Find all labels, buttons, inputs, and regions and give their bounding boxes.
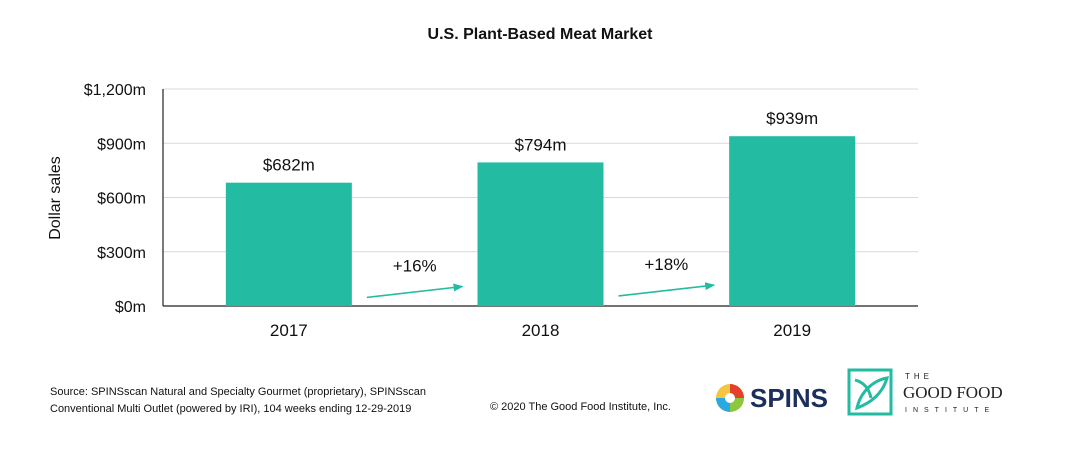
chart-title: U.S. Plant-Based Meat Market xyxy=(427,26,653,43)
y-tick-label: $0m xyxy=(115,299,146,316)
y-axis-label: Dollar sales xyxy=(47,156,64,240)
spins-logo-text: SPINS xyxy=(750,383,828,413)
growth-arrow xyxy=(618,282,716,297)
y-tick-label: $900m xyxy=(97,136,146,153)
growth-arrow xyxy=(366,283,464,299)
gfi-institute-text: INSTITUTE xyxy=(905,407,995,414)
gfi-name-text: GOOD FOOD xyxy=(903,383,1003,402)
x-tick-label: 2018 xyxy=(522,321,560,340)
growth-label: +16% xyxy=(393,257,437,276)
source-line-1: Source: SPINSscan Natural and Specialty … xyxy=(50,386,426,398)
growth-label: +18% xyxy=(644,255,688,274)
y-tick-label: $1,200m xyxy=(84,82,146,99)
copyright-text: © 2020 The Good Food Institute, Inc. xyxy=(490,401,671,413)
gfi-logo: THE GOOD FOOD INSTITUTE xyxy=(847,368,1003,416)
y-tick-label: $600m xyxy=(97,191,146,208)
data-label: $794m xyxy=(515,135,567,154)
x-tick-label: 2017 xyxy=(270,321,308,340)
source-note: Source: SPINSscan Natural and Specialty … xyxy=(50,384,426,418)
bar xyxy=(225,182,352,306)
source-line-2: Conventional Multi Outlet (powered by IR… xyxy=(50,403,412,415)
x-tick-label: 2019 xyxy=(773,321,811,340)
gfi-the-text: THE xyxy=(905,372,933,381)
spins-logo: SPINS xyxy=(716,383,828,413)
bar xyxy=(729,136,856,306)
y-tick-label: $300m xyxy=(97,245,146,262)
bar-chart: $0m $300m $600m $900m $1,200m $682m 2017 $794m… xyxy=(47,82,918,340)
data-label: $939m xyxy=(766,109,818,128)
bar xyxy=(477,162,604,306)
data-label: $682m xyxy=(263,156,315,175)
